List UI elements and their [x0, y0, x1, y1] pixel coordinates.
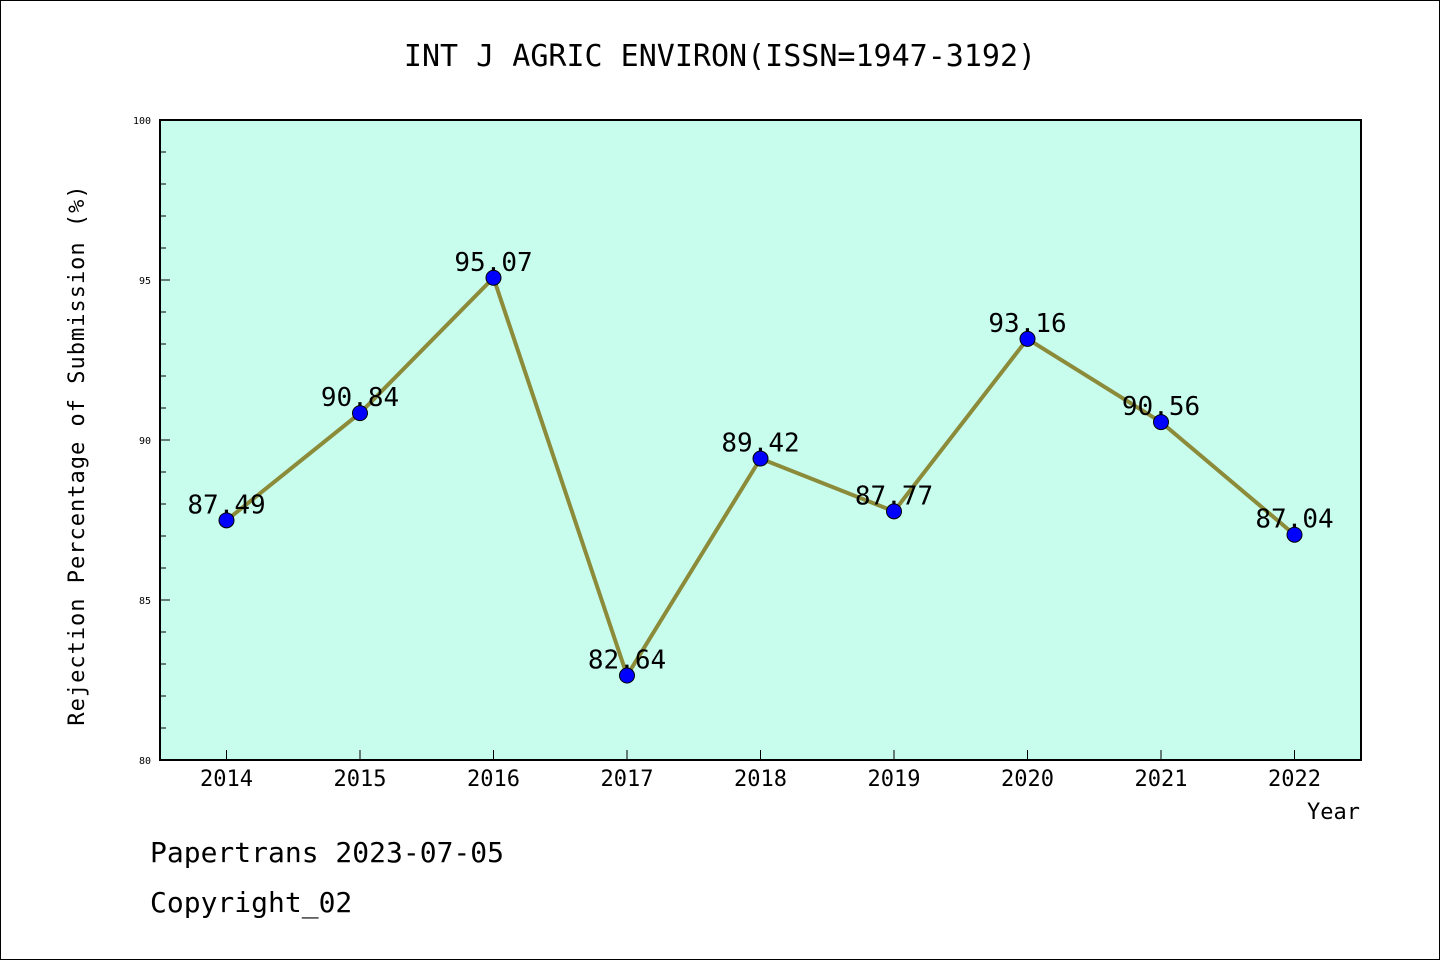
data-labels: 87.49 90.84 95.07 82.64 89.42 87.77 93.16 90.56…	[187, 248, 1333, 676]
data-point	[1019, 330, 1036, 347]
y-tick-label: 95	[139, 276, 151, 287]
x-tick-label: 2015	[334, 767, 387, 792]
x-axis-label: Year	[1307, 800, 1360, 825]
data-label: 95.07	[454, 248, 532, 278]
plot-area	[159, 119, 1362, 761]
data-label: 90.84	[321, 383, 399, 413]
data-label: 87.49	[187, 490, 265, 520]
data-label: 82.64	[588, 646, 666, 676]
x-tick-label: 2016	[467, 767, 520, 792]
series-layer	[218, 269, 1303, 684]
x-tick-label: 2014	[200, 767, 253, 792]
data-point	[218, 512, 235, 529]
y-tick-label: 90	[139, 436, 151, 447]
data-point	[1153, 414, 1169, 431]
x-tick-label: 2021	[1135, 767, 1188, 792]
footer-copyright: Copyright_02	[150, 886, 353, 919]
data-point	[619, 667, 635, 684]
y-tick-label: 80	[139, 756, 151, 767]
y-axis-label: Rejection Percentage of Submission (%)	[65, 184, 90, 725]
data-point	[886, 503, 902, 520]
x-tick-label: 2017	[601, 767, 654, 792]
chart-title: INT J AGRIC ENVIRON(ISSN=1947-3192)	[404, 39, 1036, 74]
data-point	[352, 405, 368, 422]
x-tick-label: 2018	[734, 767, 787, 792]
data-label: 93.16	[988, 309, 1066, 339]
axis-ticks: 80 85 90 95 100 2014 2015 2016 2017 2018 2019 2020 2…	[133, 116, 1321, 792]
x-tick-label: 2022	[1268, 767, 1321, 792]
data-point	[485, 269, 502, 286]
footer-date: Papertrans 2023-07-05	[150, 836, 505, 869]
data-label: 87.77	[855, 481, 933, 511]
data-point	[752, 450, 769, 467]
data-label: 87.04	[1255, 505, 1333, 535]
data-label: 89.42	[721, 429, 799, 459]
data-point	[1286, 526, 1303, 543]
data-label: 90.56	[1122, 392, 1200, 422]
y-tick-label: 85	[139, 596, 151, 607]
x-tick-label: 2020	[1001, 767, 1054, 792]
x-tick-label: 2019	[868, 767, 921, 792]
y-tick-label: 100	[133, 116, 151, 127]
